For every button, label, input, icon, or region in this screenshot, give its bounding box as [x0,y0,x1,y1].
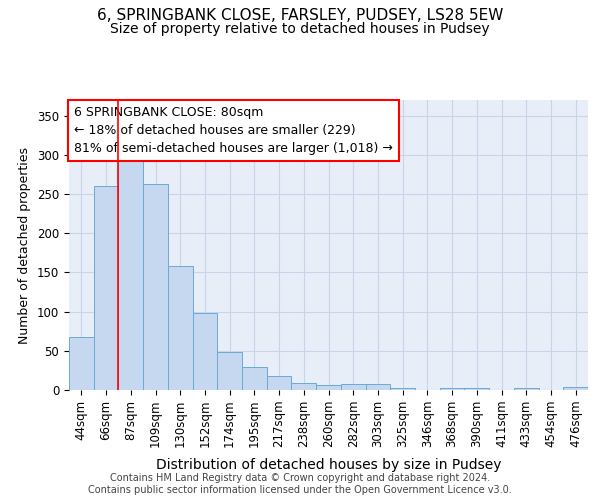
Text: Contains HM Land Registry data © Crown copyright and database right 2024.
Contai: Contains HM Land Registry data © Crown c… [88,474,512,495]
Bar [267,376,292,390]
Bar [193,313,217,390]
Bar [316,386,341,390]
Bar [390,388,415,390]
Text: 6 SPRINGBANK CLOSE: 80sqm
← 18% of detached houses are smaller (229)
81% of semi: 6 SPRINGBANK CLOSE: 80sqm ← 18% of detac… [74,106,393,155]
Bar [168,266,193,390]
Y-axis label: Number of detached properties: Number of detached properties [19,146,31,344]
Bar [464,388,489,390]
X-axis label: Distribution of detached houses by size in Pudsey: Distribution of detached houses by size … [156,458,501,472]
Bar [563,387,588,390]
Bar [341,384,365,390]
Bar [143,184,168,390]
Bar [69,336,94,390]
Bar [440,388,464,390]
Text: Size of property relative to detached houses in Pudsey: Size of property relative to detached ho… [110,22,490,36]
Bar [217,352,242,390]
Bar [94,186,118,390]
Bar [118,161,143,390]
Bar [292,383,316,390]
Bar [242,368,267,390]
Bar [365,384,390,390]
Text: 6, SPRINGBANK CLOSE, FARSLEY, PUDSEY, LS28 5EW: 6, SPRINGBANK CLOSE, FARSLEY, PUDSEY, LS… [97,8,503,22]
Bar [514,388,539,390]
